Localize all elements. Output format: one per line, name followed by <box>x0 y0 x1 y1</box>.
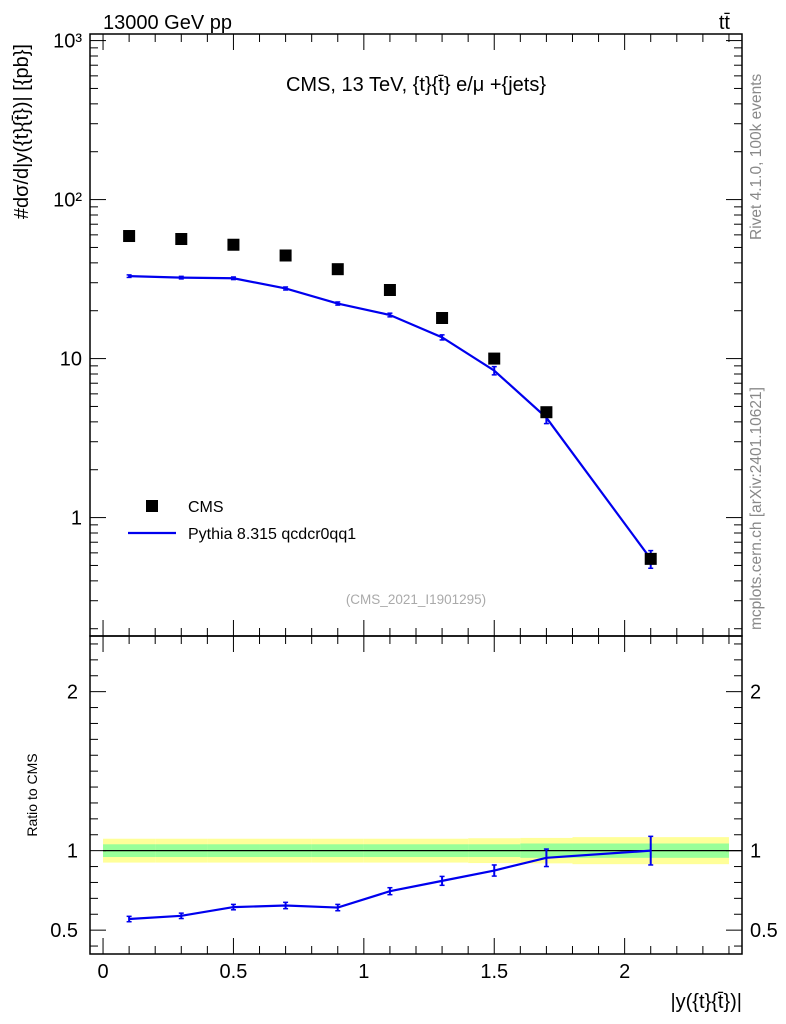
rivet-version-label: Rivet 4.1.0, 100k events <box>748 73 765 240</box>
legend-cms-label: CMS <box>188 499 224 516</box>
x-tick-label: 1.5 <box>480 961 508 983</box>
cms-data-point <box>279 249 292 262</box>
analysis-watermark: (CMS_2021_I1901295) <box>346 592 486 607</box>
x-tick-label: 1 <box>358 961 369 983</box>
ratio-y-tick-label-right: 0.5 <box>750 920 778 942</box>
main-data-series <box>123 230 657 565</box>
x-tick-label: 2 <box>619 961 630 983</box>
process-label: tt̄ <box>719 12 731 34</box>
ratio-y-tick-label-right: 2 <box>750 682 761 704</box>
ratio-y-tick-label: 0.5 <box>50 920 78 942</box>
cms-data-point <box>227 238 240 251</box>
cms-data-point <box>488 352 501 365</box>
legend-cms-marker <box>146 500 158 512</box>
legend: CMS Pythia 8.315 qcdcr0qq1 <box>128 499 356 543</box>
ratio-y-tick-label-right: 1 <box>750 841 761 863</box>
x-tick-label: 0.5 <box>220 961 248 983</box>
ratio-y-tick-label: 2 <box>67 682 78 704</box>
ratio-plot-panel: 0.5 0.5 1 1 2 2 0 0.5 1 1.5 2 Ratio to CMS |y({t}{… <box>24 635 778 1013</box>
main-plot-panel: 1 10 10² 10³ CMS, 13 TeV, {t}{t̄} e/μ +{jet… <box>11 31 743 637</box>
main-frame <box>89 33 743 637</box>
cms-data-point <box>540 406 553 419</box>
x-axis-label: |y({t}{t̄})| <box>670 991 742 1013</box>
ratio-mc-series <box>126 835 654 923</box>
main-axis-ticks: 1 10 10² 10³ <box>53 31 742 636</box>
ratio-y-axis-label: Ratio to CMS <box>24 753 40 836</box>
ratio-mc-line <box>129 849 651 921</box>
cms-data-point <box>123 230 136 243</box>
main-mc-line <box>129 275 652 560</box>
cms-data-point <box>331 263 344 276</box>
main-y-tick-label: 10² <box>53 190 82 212</box>
legend-mc-label: Pythia 8.315 qcdcr0qq1 <box>188 526 356 543</box>
cms-data-point <box>383 283 396 296</box>
main-mc-series <box>126 274 654 570</box>
ratio-axis-ticks: 0.5 0.5 1 1 2 2 0 0.5 1 1.5 2 <box>50 636 778 983</box>
mcplots-site-label: mcplots.cern.ch [arXiv:2401.10621] <box>748 387 765 630</box>
main-y-tick-label: 10 <box>60 349 82 371</box>
main-y-tick-label: 10³ <box>53 31 82 53</box>
ratio-frame <box>89 635 743 955</box>
collision-label: 13000 GeV pp <box>103 12 232 34</box>
main-y-tick-label: 1 <box>71 508 82 530</box>
cms-data-point <box>644 552 657 565</box>
ratio-y-tick-label: 1 <box>67 841 78 863</box>
cms-data-point <box>175 233 188 246</box>
cms-data-point <box>436 311 449 324</box>
chart-title: CMS, 13 TeV, {t}{t̄} e/μ +{jets} <box>286 74 546 96</box>
main-y-axis-label: #dσ/d|y({t}{t̄})| [{pb}] <box>11 44 33 219</box>
x-tick-label: 0 <box>97 961 108 983</box>
